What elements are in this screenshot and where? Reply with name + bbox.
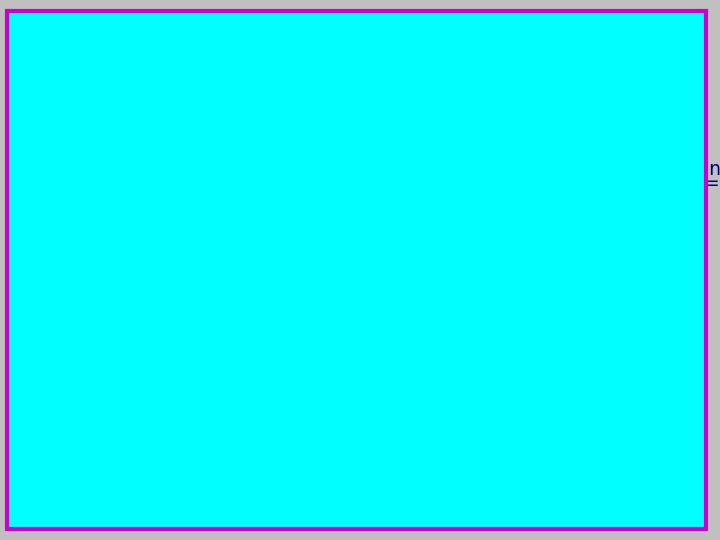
Text: H$_1$ + H$_2$: H$_1$ + H$_2$ [193, 206, 292, 233]
Text: 57: 57 [612, 457, 631, 472]
Text: At Equilibrium Condition: At Equilibrium Condition [129, 140, 398, 159]
Text: + t$_2$: + t$_2$ [297, 216, 348, 242]
Text: Oil  Temperature: Oil Temperature [124, 117, 360, 141]
FancyBboxPatch shape [14, 22, 86, 70]
Text: t$_1$: t$_1$ [132, 216, 154, 242]
Text: The oil temperature accelerates the heat transfer as it rises, and: The oil temperature accelerates the heat… [124, 160, 720, 179]
Text: HYDRAULIC  CIRCUITS: HYDRAULIC CIRCUITS [198, 86, 540, 114]
Text: reaches an equilibrium state of thermal relationship  H$_1$ + H$_2$ = H$_3$: reaches an equilibrium state of thermal … [124, 172, 720, 195]
FancyBboxPatch shape [121, 204, 324, 252]
Text: =: = [166, 217, 185, 241]
Text: Mtec: Mtec [33, 38, 68, 51]
Ellipse shape [19, 28, 81, 64]
Text: The equilibrium oil temperature -: The equilibrium oil temperature - [124, 192, 435, 211]
Text: KA: KA [227, 228, 264, 253]
